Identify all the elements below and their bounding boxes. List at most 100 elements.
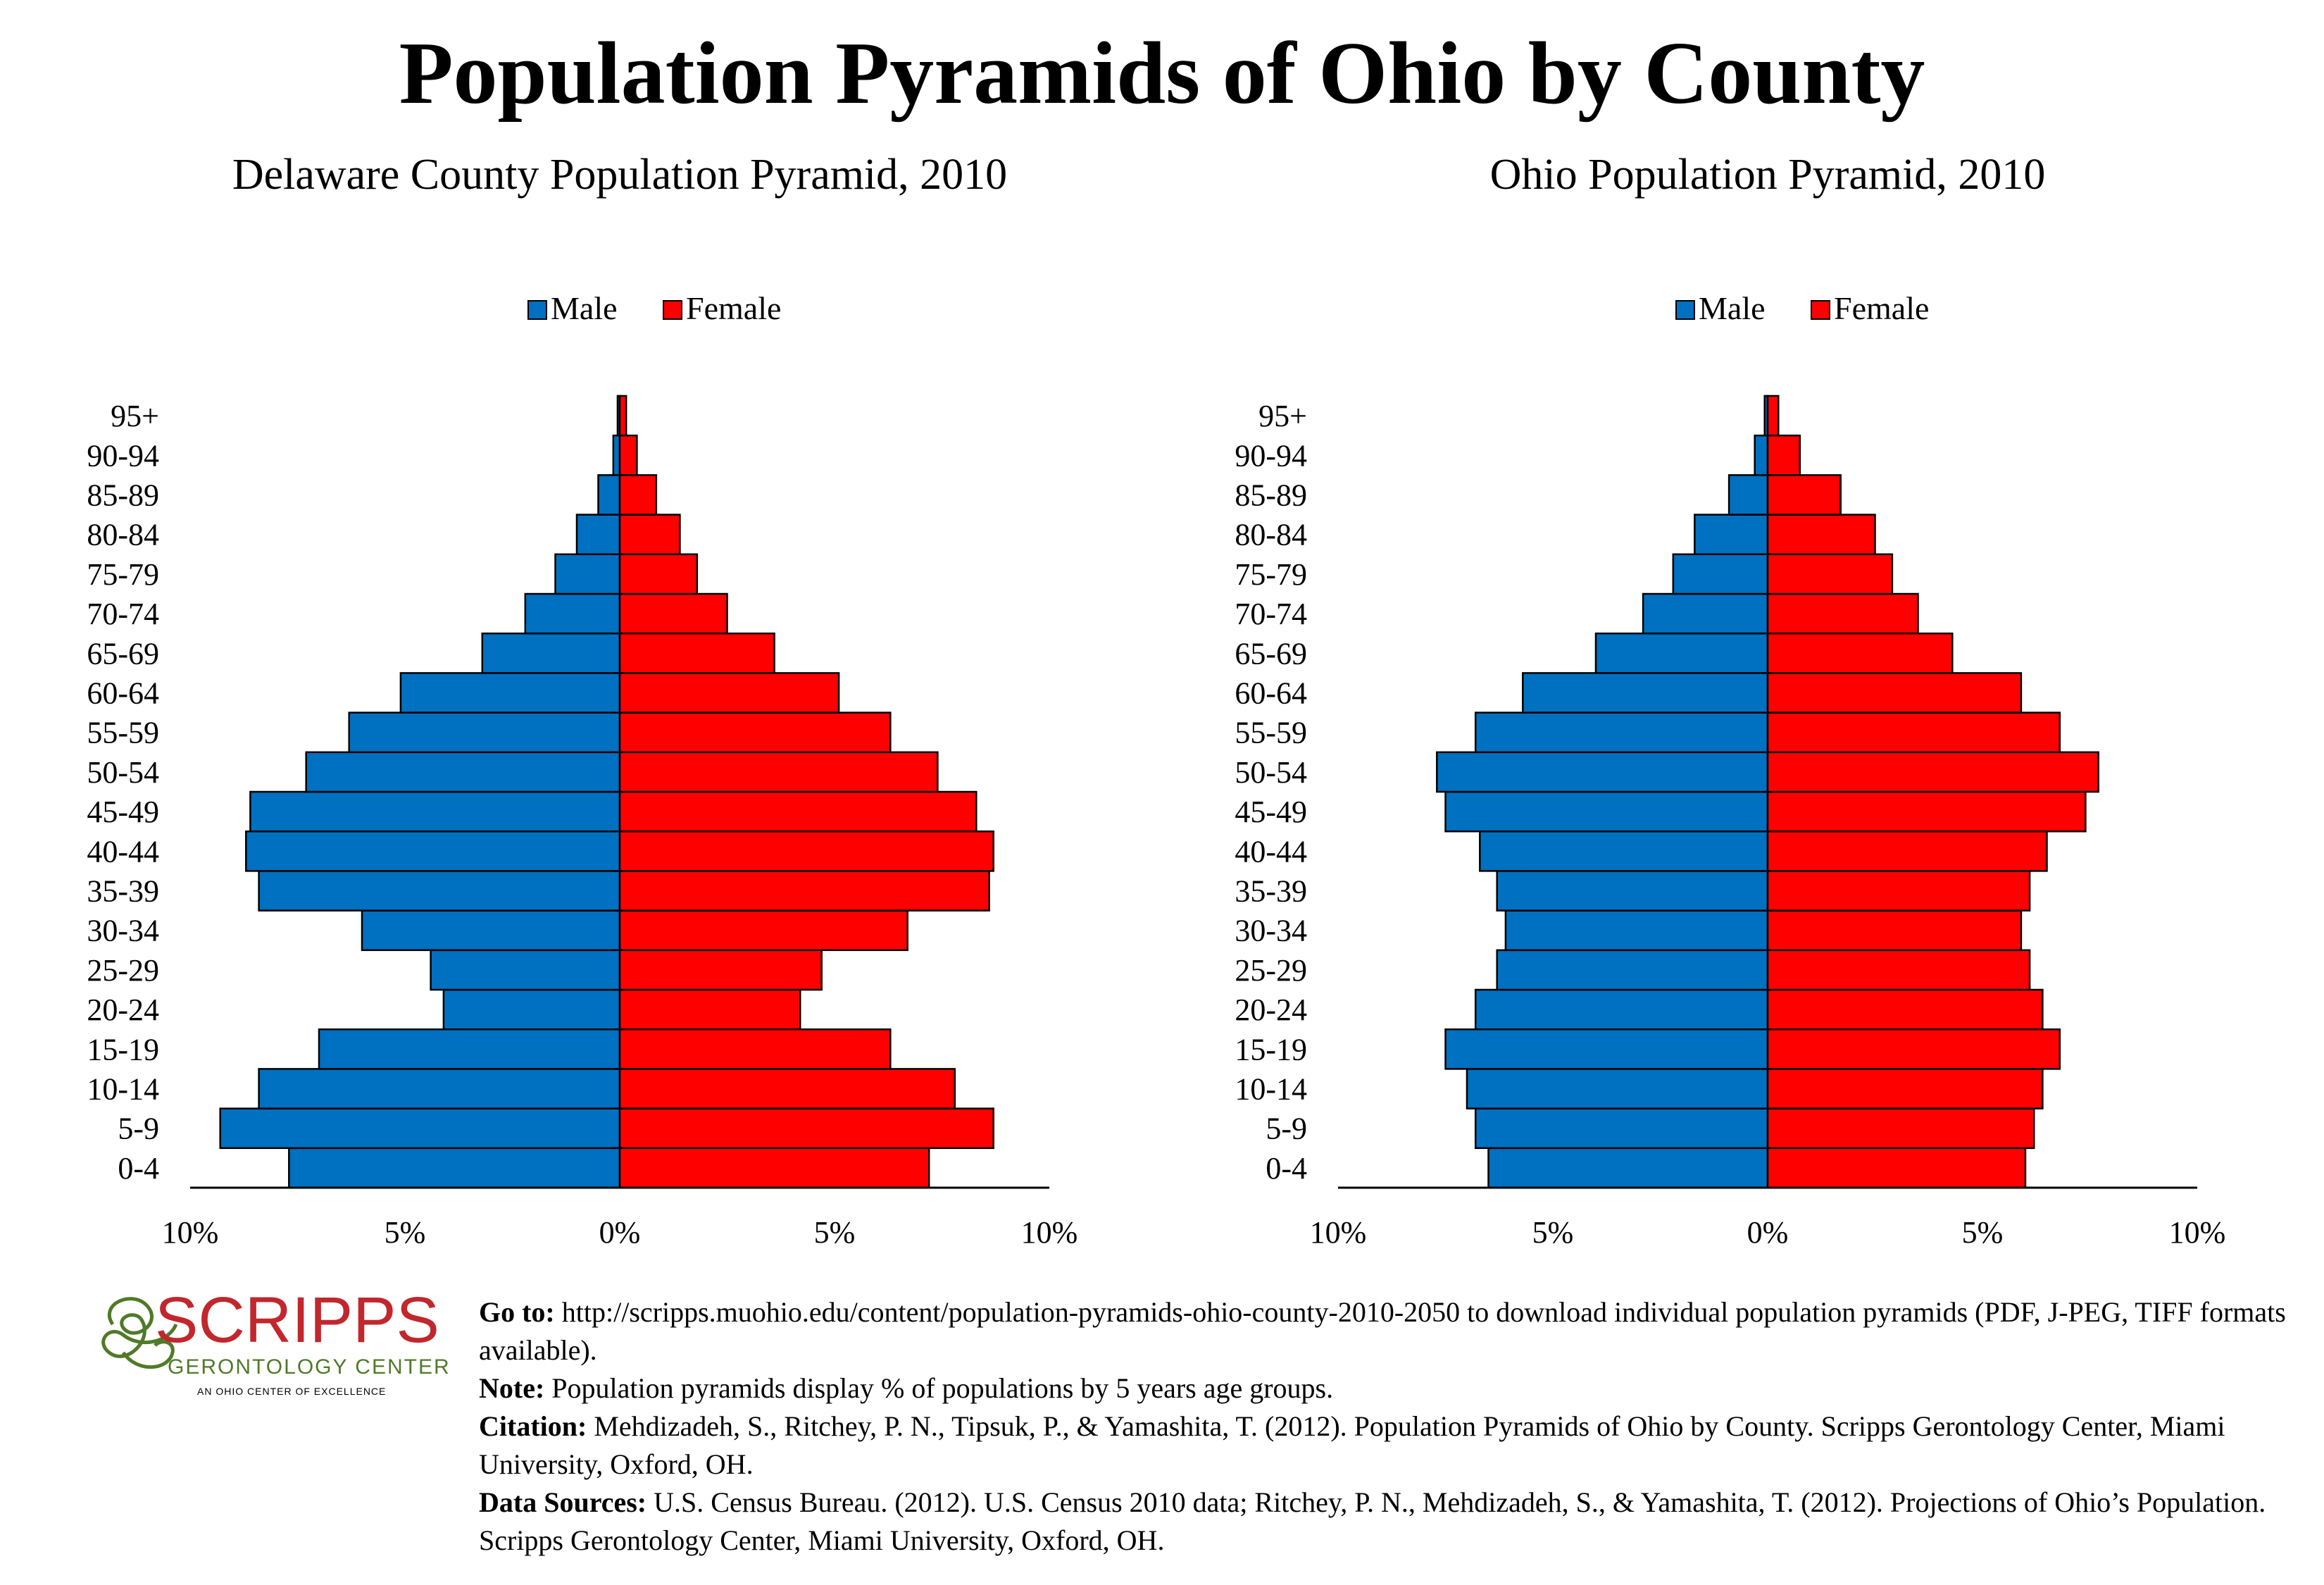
chart-delaware-age-label-45-49: 45-49 [87,795,159,829]
chart-delaware-bar-female-25-29 [618,949,823,991]
chart-delaware-bar-male-55-59 [348,711,621,754]
chart-delaware-bar-female-80-84 [618,514,681,556]
logo-name: SCRIPPS [155,1284,439,1356]
chart-delaware-bar-male-5-9 [219,1107,621,1150]
chart-delaware-age-label-75-79: 75-79 [87,557,159,592]
chart-delaware-age-label-70-74: 70-74 [87,597,159,631]
footer-notes: Go to: http://scripps.muohio.edu/content… [479,1293,2310,1560]
goto-text: http://scripps.muohio.edu/content/popula… [479,1296,2286,1366]
chart-ohio-age-label-35-39: 35-39 [1235,874,1307,909]
chart-delaware-bar-male-0-4 [288,1147,621,1189]
chart-ohio-bar-male-35-39 [1496,870,1769,912]
chart-ohio-bar-male-75-79 [1672,553,1769,595]
chart-delaware-bar-female-45-49 [618,790,977,833]
chart-delaware-legend-label-male: Male [551,290,618,326]
chart-ohio-bar-female-55-59 [1766,711,2061,754]
chart-ohio-bar-female-30-34 [1766,909,2023,952]
chart-delaware-bar-female-65-69 [618,632,775,674]
chart-delaware-legend-swatch-female [663,300,682,320]
chart-ohio-bar-male-80-84 [1694,514,1769,556]
chart-delaware-age-label-80-84: 80-84 [87,518,159,552]
chart-ohio-age-label-5-9: 5-9 [1266,1112,1307,1146]
chart-ohio-x-tick-label-0: 10% [1310,1215,1367,1250]
chart-ohio-age-label-75-79: 75-79 [1235,557,1307,592]
chart-delaware-age-label-10-14: 10-14 [87,1072,159,1107]
chart-ohio-age-label-20-24: 20-24 [1235,993,1307,1027]
chart-delaware-bar-female-0-4 [618,1147,930,1189]
chart-delaware-bar-female-55-59 [618,711,892,754]
chart-delaware-age-label-25-29: 25-29 [87,953,159,988]
chart-ohio-age-label-65-69: 65-69 [1235,636,1307,671]
chart-delaware-bar-female-40-44 [618,830,994,872]
chart-delaware-bar-male-90-94 [612,434,621,476]
logo-tagline: AN OHIO CENTER OF EXCELLENCE [197,1386,386,1397]
goto-label: Go to: [479,1296,555,1328]
chart-delaware-bar-female-95+ [618,394,627,437]
chart-delaware-bar-male-85-89 [597,474,621,516]
chart-delaware-x-tick-label-3: 5% [814,1215,856,1250]
chart-delaware-bar-female-60-64 [618,672,840,714]
chart-delaware-bar-male-45-49 [249,790,621,833]
chart-delaware-bar-female-30-34 [618,909,908,952]
chart-ohio-bar-male-10-14 [1466,1068,1769,1110]
chart-ohio-bar-male-20-24 [1474,988,1769,1031]
chart-ohio-age-label-85-89: 85-89 [1235,478,1307,513]
chart-delaware-bar-male-15-19 [318,1028,621,1070]
chart-ohio-legend-label-female: Female [1834,290,1929,326]
chart-ohio-age-label-15-19: 15-19 [1235,1032,1307,1067]
chart-ohio-bar-female-80-84 [1766,514,1876,556]
chart-ohio-bar-male-85-89 [1728,474,1769,516]
chart-ohio-bar-male-45-49 [1444,790,1769,833]
chart-ohio-bar-female-90-94 [1766,434,1801,476]
chart-delaware-age-label-60-64: 60-64 [87,676,159,711]
chart-ohio-bar-female-65-69 [1766,632,1954,674]
chart-ohio-bar-male-40-44 [1479,830,1769,872]
pyramid-chart-ohio: Ohio Population Pyramid, 2010 Male Female 0… [1235,151,2225,1250]
chart-delaware-bar-male-70-74 [524,592,621,635]
chart-ohio-age-label-90-94: 90-94 [1235,438,1307,473]
chart-delaware-bar-male-65-69 [481,632,621,674]
chart-delaware-title: Delaware County Population Pyramid, 2010 [232,151,1007,199]
chart-ohio-bar-male-65-69 [1594,632,1769,674]
note-label: Note: [479,1372,545,1404]
chart-ohio-bar-male-15-19 [1444,1028,1769,1070]
chart-delaware-age-label-50-54: 50-54 [87,755,159,790]
chart-delaware-bar-female-75-79 [618,553,699,595]
citation-text: Mehdizadeh, S., Ritchey, P. N., Tipsuk, … [479,1410,2225,1480]
chart-delaware-bar-male-35-39 [258,870,621,912]
chart-ohio-bar-male-50-54 [1436,751,1769,793]
chart-delaware-bar-male-25-29 [430,949,621,991]
sources-line: Data Sources: U.S. Census Bureau. (2012)… [479,1484,2310,1560]
page-title: Population Pyramids of Ohio by County [399,25,1925,123]
chart-ohio-x-tick-label-1: 5% [1532,1215,1574,1250]
chart-ohio-age-label-40-44: 40-44 [1235,834,1307,869]
chart-delaware-bar-female-10-14 [618,1068,956,1110]
chart-ohio-bar-female-5-9 [1766,1107,2035,1150]
chart-ohio-bar-female-35-39 [1766,870,2031,912]
chart-ohio-bar-male-0-4 [1487,1147,1769,1189]
chart-delaware-age-label-85-89: 85-89 [87,478,159,513]
chart-delaware-bar-male-80-84 [575,514,621,556]
chart-delaware-age-label-40-44: 40-44 [87,834,159,869]
chart-ohio-bar-female-70-74 [1766,592,1919,635]
chart-delaware-x-tick-label-0: 10% [162,1215,219,1250]
logo-subtitle: GERONTOLOGY CENTER [168,1355,451,1379]
chart-delaware-x-tick-label-1: 5% [385,1215,426,1250]
chart-ohio-legend-swatch-female [1811,300,1830,320]
chart-delaware-bar-male-60-64 [399,672,621,714]
chart-ohio-bar-female-0-4 [1766,1147,2027,1189]
chart-ohio-bar-female-20-24 [1766,988,2044,1031]
chart-ohio-bar-male-55-59 [1474,711,1769,754]
chart-ohio-age-label-55-59: 55-59 [1235,716,1307,750]
chart-delaware-bar-male-20-24 [442,988,621,1031]
chart-ohio-legend-label-male: Male [1699,290,1766,326]
chart-ohio-title: Ohio Population Pyramid, 2010 [1490,151,2046,199]
spiral-icon [101,1297,178,1369]
pyramid-chart-delaware: Delaware County Population Pyramid, 2010… [87,151,1077,1250]
sources-text: U.S. Census Bureau. (2012). U.S. Census … [479,1486,2266,1556]
chart-ohio-age-label-0-4: 0-4 [1266,1151,1307,1186]
chart-ohio-bar-female-85-89 [1766,474,1842,516]
chart-ohio-age-label-70-74: 70-74 [1235,597,1307,631]
chart-delaware-bar-female-90-94 [618,434,638,476]
note-text: Population pyramids display % of populat… [551,1372,1334,1404]
